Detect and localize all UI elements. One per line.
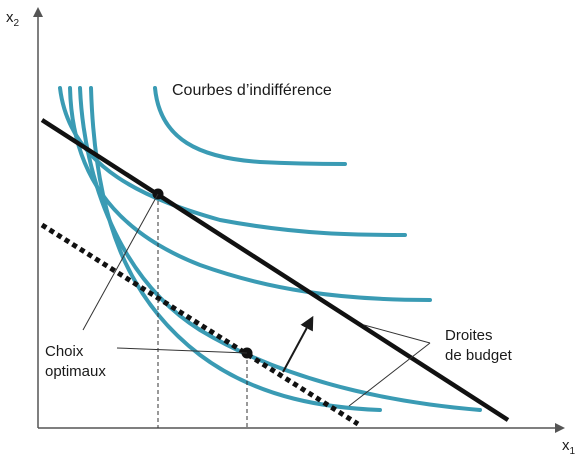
optimal-label-line1: Choix <box>45 343 84 360</box>
leader-optimal-2 <box>116 347 248 354</box>
leader-optimal-1 <box>82 193 159 331</box>
x-axis-label: x1 <box>562 437 576 457</box>
indifference-curve-4 <box>58 86 407 237</box>
indifference-curve-5 <box>153 86 347 166</box>
optimal-label-line2: optimaux <box>45 363 106 380</box>
indifference-curve-2 <box>78 86 482 412</box>
y-axis-label: x2 <box>6 9 20 29</box>
shift-arrow <box>282 315 314 373</box>
leader-budget-2 <box>348 342 431 407</box>
indifference-label: Courbes d’indifférence <box>172 82 332 99</box>
budget-line-dotted <box>40 222 360 427</box>
budget-label-line2: de budget <box>445 347 513 364</box>
leader-budget-1 <box>363 324 431 344</box>
budget-label-line1: Droites <box>445 327 493 344</box>
indifference-curve-1 <box>89 86 382 412</box>
budget-line-solid <box>40 118 510 422</box>
indifference-curve-3 <box>68 86 432 302</box>
